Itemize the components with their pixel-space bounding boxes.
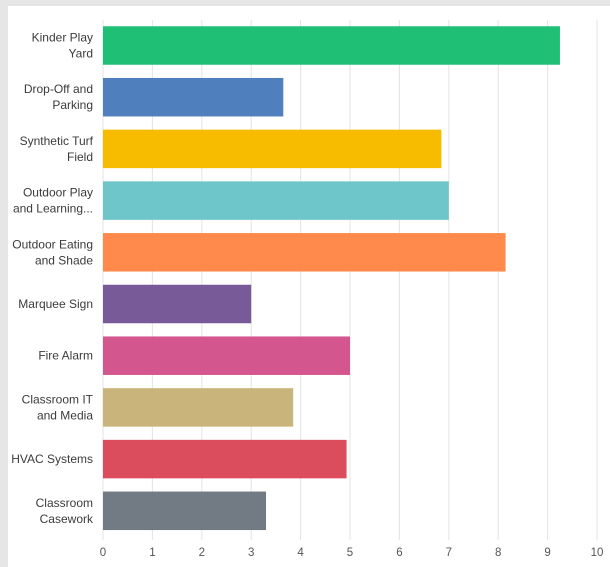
x-tick-label: 7 [446, 547, 452, 559]
category-label: Parking [52, 98, 93, 112]
x-axis-ticks: 0 1 2 3 4 5 6 7 8 9 10 [100, 547, 604, 559]
category-label: and Learning... [13, 202, 93, 216]
category-label: Casework [40, 512, 94, 526]
x-tick-label: 2 [199, 547, 205, 559]
category-label: Classroom IT [22, 392, 94, 406]
x-tick-label: 8 [495, 547, 501, 559]
category-label: HVAC Systems [11, 452, 93, 466]
bar[interactable] [103, 284, 252, 324]
chart-panel: Kinder Play Yard Drop-Off and Parking Synthe… [8, 6, 610, 567]
category-label: Kinder Play [32, 31, 93, 45]
category-label: Synthetic Turf [20, 134, 94, 148]
bar[interactable] [103, 439, 347, 479]
category-label: Yard [69, 47, 93, 61]
bar[interactable] [103, 491, 267, 531]
bar[interactable] [103, 181, 449, 220]
bars [103, 26, 560, 531]
bar[interactable] [103, 77, 284, 117]
category-label: Fire Alarm [38, 349, 93, 363]
x-tick-label: 0 [100, 547, 106, 559]
bar-chart: Kinder Play Yard Drop-Off and Parking Synthe… [11, 20, 604, 559]
x-tick-label: 9 [544, 547, 550, 559]
category-label: Outdoor Eating [12, 237, 93, 251]
category-label: and Media [37, 408, 93, 422]
x-tick-label: 1 [149, 547, 155, 559]
category-label: Field [67, 150, 93, 164]
x-tick-label: 4 [297, 547, 304, 559]
x-tick-label: 6 [396, 547, 402, 559]
bar[interactable] [103, 129, 442, 169]
category-label: Classroom [36, 496, 93, 510]
category-label: Marquee Sign [18, 297, 93, 311]
bar[interactable] [103, 388, 294, 427]
x-tick-label: 5 [347, 547, 353, 559]
category-label: Drop-Off and [24, 82, 93, 96]
x-tick-label: 3 [248, 547, 254, 559]
bar[interactable] [103, 336, 350, 375]
bar[interactable] [103, 233, 506, 272]
x-tick-label: 10 [591, 547, 604, 559]
category-labels: Kinder Play Yard Drop-Off and Parking Synthe… [11, 31, 94, 526]
category-label: and Shade [35, 253, 93, 267]
bar[interactable] [103, 26, 560, 65]
category-label: Outdoor Play [23, 186, 93, 200]
